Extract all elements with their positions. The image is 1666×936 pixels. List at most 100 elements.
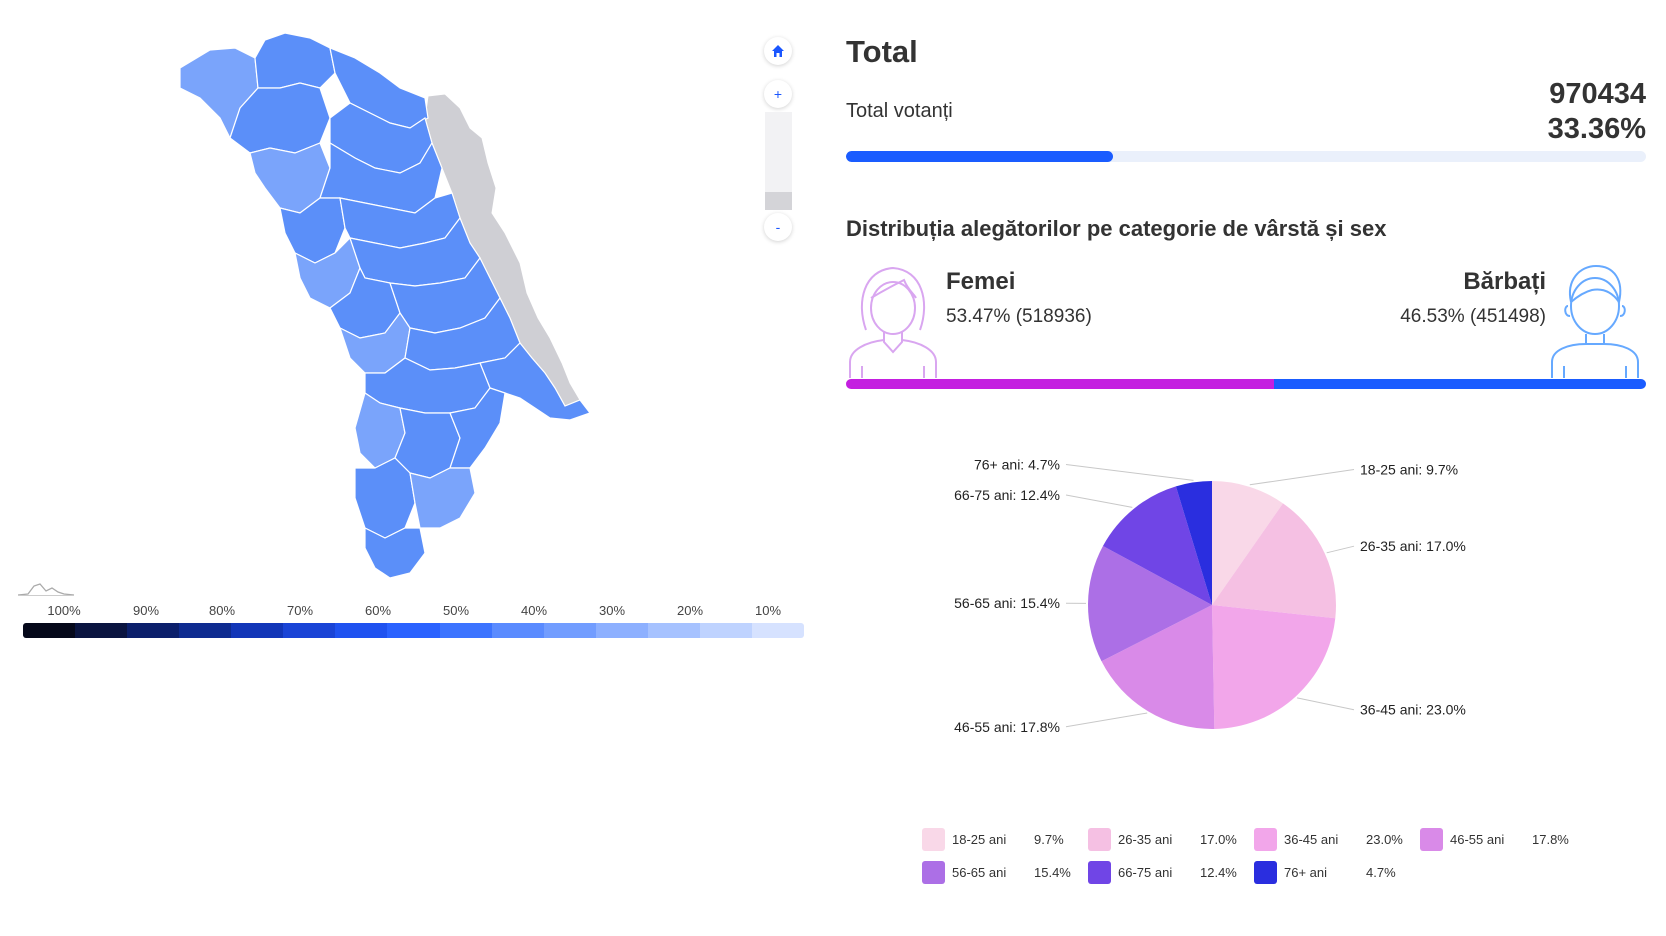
- pie-slice[interactable]: [1101, 605, 1215, 730]
- legend-color-step: [179, 623, 232, 638]
- pie-leader-line: [1296, 697, 1355, 711]
- pie-legend-value: 15.4%: [1034, 864, 1071, 880]
- pie-legend-label: 18-25 ani: [952, 831, 1007, 847]
- pie-legend-item[interactable]: 18-25 ani 9.7%: [922, 826, 1094, 852]
- zoom-out-button[interactable]: -: [764, 213, 792, 241]
- total-voters-label: Total votanți: [846, 100, 953, 122]
- pie-legend-swatch: [922, 827, 945, 851]
- legend-color-step: [543, 623, 596, 638]
- page-title: Total: [846, 34, 918, 69]
- pie-legend-item[interactable]: 56-65 ani 15.4%: [922, 859, 1094, 885]
- pie-legend-item[interactable]: 26-35 ani 17.0%: [1088, 826, 1260, 852]
- histogram-icon: [18, 583, 75, 596]
- female-value: 53.47% (518936): [946, 306, 1092, 327]
- pie-leader-line: [1065, 494, 1133, 508]
- gender-share-female: [846, 379, 1274, 389]
- legend-ticks: 100% 90% 80% 70% 60% 50% 40% 30% 20% 10%: [24, 603, 804, 621]
- map-region[interactable]: [449, 387, 506, 469]
- legend-tick: 20%: [676, 603, 704, 618]
- turnout-progress-bar: [846, 151, 1646, 162]
- pie-leader-line: [1326, 545, 1355, 554]
- pie-slice[interactable]: [1102, 486, 1212, 605]
- pie-legend-label: 56-65 ani: [952, 864, 1007, 880]
- map-panel: + - 100% 90% 80% 70% 60% 50% 40% 30% 20%…: [0, 0, 804, 660]
- legend-color-step: [595, 623, 648, 638]
- male-avatar-icon: [1551, 264, 1639, 378]
- pie-slice-label: 36-45 ani: 23.0%: [1360, 702, 1466, 718]
- legend-color-step: [751, 623, 804, 638]
- turnout-progress-fill: [846, 151, 1113, 162]
- legend-tick: 40%: [520, 603, 548, 618]
- legend-color-step: [699, 623, 752, 638]
- pie-leader-line: [1065, 712, 1148, 728]
- pie-slice[interactable]: [1175, 481, 1212, 605]
- map-regions[interactable]: [179, 32, 591, 579]
- pie-leader-line: [1249, 469, 1355, 486]
- legend-tick: 100%: [47, 603, 81, 618]
- legend-color-step: [231, 623, 284, 638]
- pie-legend-swatch: [1420, 827, 1443, 851]
- pie-leader-line: [1065, 464, 1194, 481]
- pie-legend-item[interactable]: 46-55 ani 17.8%: [1420, 826, 1592, 852]
- legend-color-step: [23, 623, 76, 638]
- male-value: 46.53% (451498): [1400, 306, 1546, 327]
- pie-legend-value: 9.7%: [1034, 831, 1064, 847]
- pie-legend-item[interactable]: 36-45 ani 23.0%: [1254, 826, 1426, 852]
- pie-legend-swatch: [1254, 860, 1277, 884]
- zoom-slider-thumb[interactable]: [765, 192, 792, 210]
- pie-slice-label: 18-25 ani: 9.7%: [1360, 462, 1458, 478]
- pie-legend-value: 12.4%: [1200, 864, 1237, 880]
- pie-legend-value: 17.0%: [1200, 831, 1237, 847]
- map-region[interactable]: [254, 32, 336, 89]
- pie-legend-item[interactable]: 66-75 ani 12.4%: [1088, 859, 1260, 885]
- pie-legend-value: 4.7%: [1366, 864, 1396, 880]
- pie-legend-item[interactable]: 76+ ani 4.7%: [1254, 859, 1426, 885]
- pie-slice[interactable]: [1212, 503, 1336, 619]
- home-button[interactable]: [764, 37, 792, 65]
- map-region[interactable]: [279, 197, 346, 264]
- gender-share-male: [1273, 379, 1646, 389]
- pie-slice-label: 66-75 ani: 12.4%: [954, 487, 1060, 503]
- age-pie-chart: 18-25 ani: 9.7% 26-35 ani: 17.0% 36-45 ani…: [954, 457, 1466, 735]
- legend-tick: 50%: [442, 603, 470, 618]
- legend-tick: 30%: [598, 603, 626, 618]
- distribution-title: Distribuția alegătorilor pe categorie de…: [846, 216, 1387, 241]
- pie-legend-label: 46-55 ani: [1450, 831, 1505, 847]
- total-voters-percent: 33.36%: [1547, 113, 1646, 145]
- moldova-map[interactable]: [170, 28, 640, 598]
- map-region[interactable]: [409, 467, 476, 529]
- pie-slice-label: 76+ ani: 4.7%: [974, 457, 1060, 473]
- female-avatar-icon: [849, 266, 937, 378]
- legend-color-step: [491, 623, 544, 638]
- legend-tick: 80%: [208, 603, 236, 618]
- female-label: Femei: [946, 268, 1016, 295]
- pie-slice[interactable]: [1212, 605, 1336, 729]
- legend-tick: 10%: [754, 603, 782, 618]
- legend-color-step: [647, 623, 700, 638]
- legend-color-step: [335, 623, 388, 638]
- male-label: Bărbați: [1463, 268, 1546, 295]
- pie-slice-label: 56-65 ani: 15.4%: [954, 595, 1060, 611]
- pie-slice[interactable]: [1088, 545, 1212, 662]
- pie-legend-label: 66-75 ani: [1118, 864, 1173, 880]
- pie-slice-label: 46-55 ani: 17.8%: [954, 719, 1060, 735]
- pie-legend-label: 26-35 ani: [1118, 831, 1173, 847]
- gender-share-bar: [846, 379, 1646, 389]
- zoom-slider[interactable]: [765, 112, 792, 210]
- pie-slice[interactable]: [1212, 481, 1283, 605]
- color-scale-legend: [23, 623, 804, 638]
- map-region[interactable]: [364, 527, 426, 579]
- pie-legend-swatch: [922, 860, 945, 884]
- map-region[interactable]: [354, 457, 416, 539]
- total-voters-value: 970434: [1549, 78, 1646, 110]
- legend-tick: 70%: [286, 603, 314, 618]
- pie-legend-value: 17.8%: [1532, 831, 1569, 847]
- home-icon: [772, 45, 784, 57]
- pie-slice-label: 26-35 ani: 17.0%: [1360, 538, 1466, 554]
- zoom-in-button[interactable]: +: [764, 80, 792, 108]
- legend-tick: 90%: [132, 603, 160, 618]
- legend-color-step: [127, 623, 180, 638]
- legend-color-step: [283, 623, 336, 638]
- legend-color-step: [439, 623, 492, 638]
- pie-legend-value: 23.0%: [1366, 831, 1403, 847]
